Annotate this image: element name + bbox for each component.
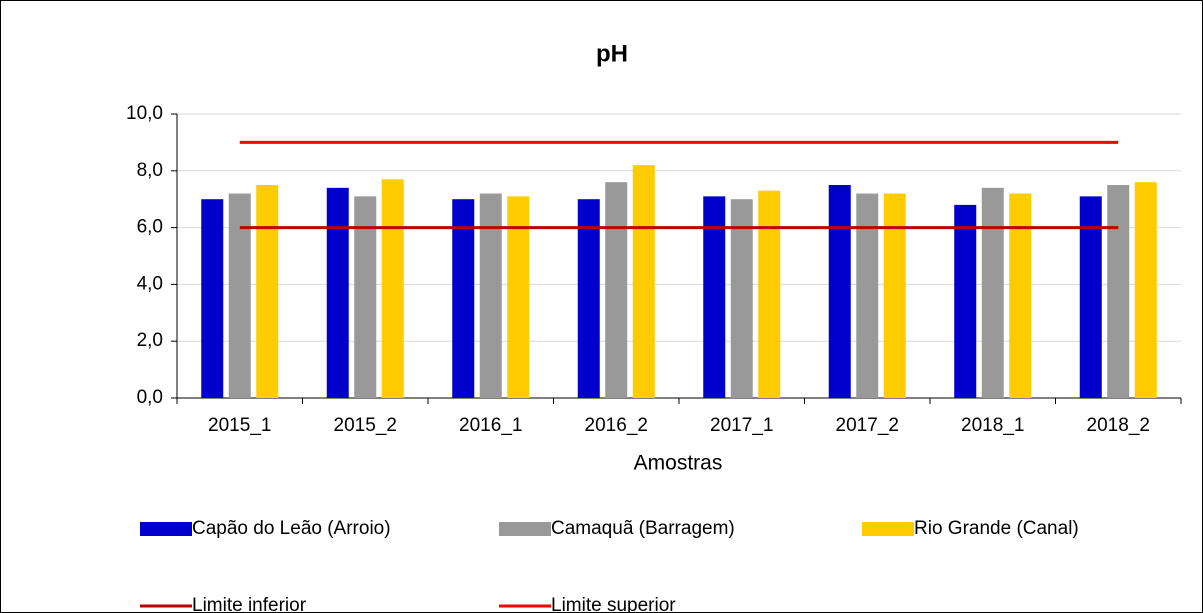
legend-swatch — [140, 522, 192, 536]
bar — [730, 199, 753, 398]
x-tick-label: 2016_1 — [459, 415, 522, 436]
legend-label: Limite superior — [551, 595, 676, 613]
bar — [381, 179, 404, 398]
bar — [632, 165, 655, 398]
legend-label: Rio Grande (Canal) — [914, 518, 1079, 539]
x-tick-label: 2015_2 — [334, 415, 397, 436]
legend-label: Limite inferior — [192, 595, 307, 613]
x-axis-label: Amostras — [634, 452, 723, 475]
y-tick-label: 0,0 — [137, 387, 163, 408]
bar — [201, 199, 224, 398]
bar — [354, 196, 377, 398]
x-tick-label: 2018_2 — [1087, 415, 1150, 436]
chart-title: pH — [596, 40, 628, 67]
x-tick-label: 2016_2 — [585, 415, 648, 436]
y-tick-label: 6,0 — [137, 217, 163, 238]
bar — [452, 199, 475, 398]
bar — [507, 196, 530, 398]
legend-label: Capão do Leão (Arroio) — [192, 518, 391, 539]
bar — [981, 187, 1004, 398]
bar — [479, 193, 502, 398]
legend-swatch — [862, 522, 914, 536]
bar — [256, 185, 279, 398]
y-tick-label: 8,0 — [137, 160, 163, 181]
bar — [954, 204, 977, 398]
x-tick-label: 2017_1 — [710, 415, 773, 436]
y-tick-label: 4,0 — [137, 273, 163, 294]
bar — [326, 187, 349, 398]
y-tick-label: 2,0 — [137, 330, 163, 351]
bar — [228, 193, 251, 398]
bar — [1107, 185, 1130, 398]
bar — [883, 193, 906, 398]
x-tick-label: 2017_2 — [836, 415, 899, 436]
x-tick-label: 2018_1 — [961, 415, 1024, 436]
x-tick-label: 2015_1 — [208, 415, 271, 436]
bar — [1134, 182, 1157, 398]
bar — [758, 190, 781, 398]
bar — [605, 182, 628, 398]
bar — [577, 199, 600, 398]
bar — [1079, 196, 1102, 398]
bar — [856, 193, 879, 398]
bar — [703, 196, 726, 398]
legend-swatch — [499, 522, 551, 536]
y-tick-label: 10,0 — [126, 103, 163, 124]
legend-label: Camaquã (Barragem) — [551, 518, 735, 539]
bar — [828, 185, 851, 398]
bar — [1009, 193, 1032, 398]
